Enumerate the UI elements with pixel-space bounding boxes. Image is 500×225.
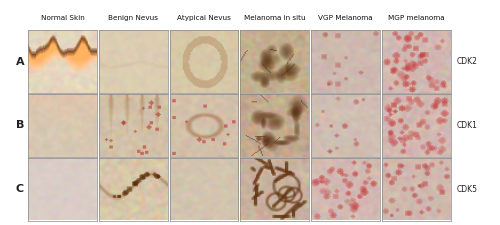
Text: CDK5: CDK5 — [456, 184, 477, 194]
Text: Benign Nevus: Benign Nevus — [108, 15, 158, 21]
Text: Melanoma in situ: Melanoma in situ — [244, 15, 306, 21]
Text: MGP melanoma: MGP melanoma — [388, 15, 445, 21]
Text: CDK2: CDK2 — [456, 57, 477, 66]
Text: VGP Melanoma: VGP Melanoma — [318, 15, 373, 21]
Text: Atypical Nevus: Atypical Nevus — [177, 15, 231, 21]
Text: A: A — [16, 57, 24, 67]
Text: B: B — [16, 120, 24, 130]
Text: CDK1: CDK1 — [456, 121, 477, 130]
Text: Normal Skin: Normal Skin — [40, 15, 84, 21]
Text: C: C — [16, 184, 24, 194]
